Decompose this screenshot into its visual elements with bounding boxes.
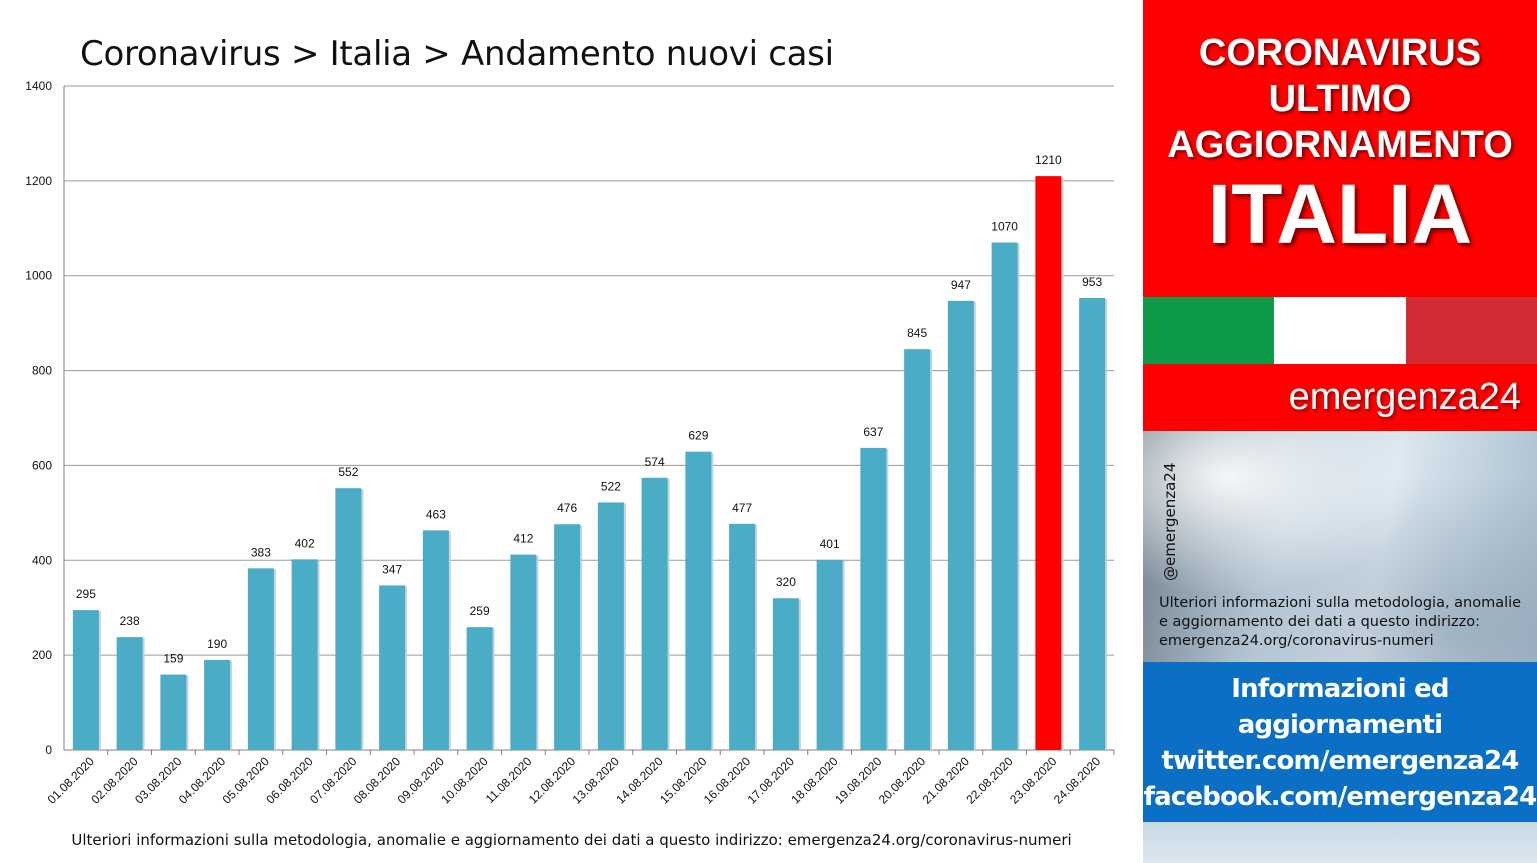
data-label: 1070 — [991, 220, 1018, 234]
methodology-note-line: Ulteriori informazioni sulla metodologia… — [1159, 595, 1522, 611]
data-label: 402 — [295, 536, 315, 550]
flag-white-band — [1274, 297, 1406, 364]
bar — [1079, 298, 1106, 750]
y-tick-label: 1000 — [25, 269, 52, 283]
y-tick-label: 200 — [32, 648, 52, 662]
bar — [729, 523, 756, 750]
bar — [947, 300, 974, 750]
flag-green-band — [1143, 297, 1274, 364]
info-line: aggiornamenti — [1237, 710, 1443, 740]
data-label: 412 — [513, 532, 533, 546]
bar — [816, 559, 843, 750]
sidebar: CORONAVIRUS ULTIMO AGGIORNAMENTO ITALIA … — [1143, 0, 1537, 863]
bar — [772, 598, 799, 750]
y-tick-label: 800 — [32, 364, 52, 378]
bar — [247, 568, 274, 750]
data-label: 295 — [76, 587, 96, 601]
photo-panel: @emergenza24 Ulteriori informazioni sull… — [1143, 431, 1537, 662]
update-header: CORONAVIRUS ULTIMO AGGIORNAMENTO ITALIA — [1143, 0, 1537, 297]
bar — [904, 349, 931, 750]
data-label: 552 — [338, 465, 358, 479]
data-label: 259 — [470, 604, 490, 618]
twitter-link[interactable]: twitter.com/emergenza24 — [1161, 746, 1519, 776]
methodology-note: Ulteriori informazioni sulla metodologia… — [1159, 594, 1531, 651]
y-tick-label: 600 — [32, 458, 52, 472]
x-tick-label: 24.08.2020 — [1051, 754, 1104, 807]
bar — [422, 530, 449, 750]
bar — [72, 610, 99, 750]
italian-flag — [1143, 297, 1537, 364]
bar — [510, 554, 537, 750]
y-tick-label: 1200 — [25, 174, 52, 188]
data-label: 383 — [251, 545, 271, 559]
bar — [160, 674, 187, 750]
header-line-ultimo: ULTIMO — [1268, 78, 1412, 120]
data-label: 401 — [820, 537, 840, 551]
x-tick-label: 10.08.2020 — [438, 754, 491, 807]
y-tick-label: 400 — [32, 553, 52, 567]
bottom-strip — [1143, 822, 1537, 863]
bar — [685, 451, 712, 750]
data-label: 347 — [382, 562, 402, 576]
bar — [116, 637, 143, 750]
y-tick-label: 0 — [45, 743, 52, 757]
social-handle: @emergenza24 — [1161, 462, 1179, 581]
bar — [204, 659, 231, 750]
bar — [991, 242, 1018, 750]
header-country: ITALIA — [1207, 167, 1473, 261]
data-label: 477 — [732, 501, 752, 515]
bar — [641, 477, 668, 750]
data-label: 190 — [207, 637, 227, 651]
data-label: 845 — [907, 326, 927, 340]
methodology-note-line: e aggiornamento dei dati a questo indiri… — [1159, 614, 1481, 630]
data-label: 947 — [951, 278, 971, 292]
data-label: 522 — [601, 479, 621, 493]
chart-panel: Coronavirus > Italia > Andamento nuovi c… — [25, 34, 1115, 849]
flag-red-band — [1406, 297, 1537, 364]
data-label: 159 — [163, 652, 183, 666]
bar — [379, 585, 406, 750]
data-label: 574 — [645, 455, 665, 469]
data-label: 953 — [1082, 275, 1102, 289]
data-label: 1210 — [1035, 153, 1062, 167]
bar-chart: 020040060080010001200140029501.08.202023… — [25, 79, 1115, 807]
info-box: Informazioni ed aggiornamenti twitter.co… — [1143, 662, 1537, 822]
data-label: 238 — [120, 614, 140, 628]
bar — [1035, 176, 1062, 751]
data-label: 320 — [776, 575, 796, 589]
header-line-coronavirus: CORONAVIRUS — [1198, 32, 1482, 74]
facebook-link[interactable]: facebook.com/emergenza24 — [1143, 782, 1537, 812]
data-label: 463 — [426, 507, 446, 521]
info-line: Informazioni ed — [1231, 674, 1449, 704]
data-label: 629 — [688, 429, 708, 443]
bar — [466, 627, 493, 750]
brand-bar: emergenza24 — [1143, 364, 1537, 431]
brand-name: emergenza24 — [1288, 376, 1521, 418]
header-line-aggiornamento: AGGIORNAMENTO — [1167, 124, 1513, 166]
chart-footnote: Ulteriori informazioni sulla metodologia… — [71, 831, 1072, 849]
methodology-note-line: emergenza24.org/coronavirus-numeri — [1159, 633, 1434, 649]
chart-title: Coronavirus > Italia > Andamento nuovi c… — [80, 34, 834, 74]
bar — [291, 559, 318, 750]
y-tick-label: 1400 — [25, 79, 52, 93]
bar — [554, 524, 581, 750]
data-label: 637 — [863, 425, 883, 439]
data-label: 476 — [557, 501, 577, 515]
bar — [335, 488, 362, 750]
bar — [860, 447, 887, 750]
bar — [597, 502, 624, 750]
